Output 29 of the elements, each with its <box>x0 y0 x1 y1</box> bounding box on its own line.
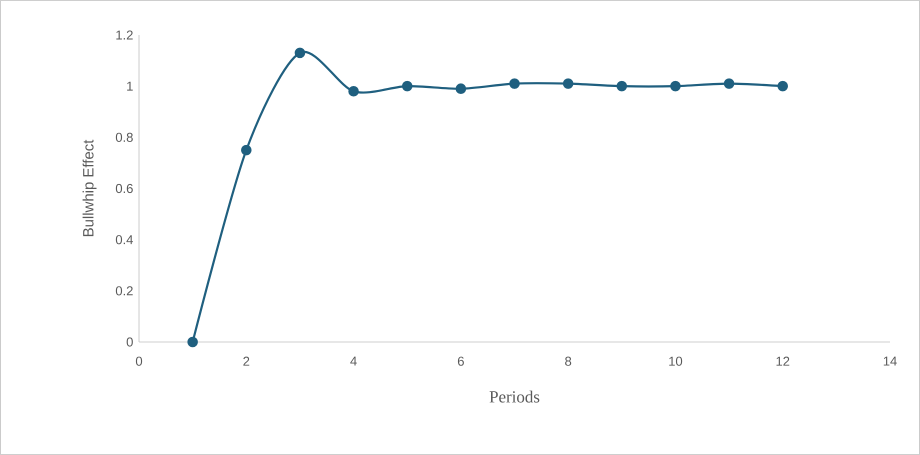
point <box>294 48 306 58</box>
y-tick-label: 0.6 <box>116 184 133 194</box>
y-tick-label: 0 <box>126 337 133 347</box>
point <box>670 80 681 92</box>
y-tick-label: 0.2 <box>116 286 133 296</box>
point <box>562 78 574 89</box>
point <box>777 80 788 92</box>
x-axis-title: Periods <box>490 390 540 403</box>
x-tick-label: 14 <box>884 356 897 366</box>
point <box>724 78 734 89</box>
y-axis-title: Bullwhip Effect <box>82 140 97 236</box>
point <box>509 78 520 89</box>
y-tick-label: 0.4 <box>116 235 133 244</box>
point <box>402 80 413 92</box>
point <box>348 86 359 97</box>
x-tick-label: 8 <box>565 356 572 366</box>
point <box>187 336 198 348</box>
point <box>241 144 252 156</box>
x-tick-label: 10 <box>669 356 682 366</box>
x-tick-label: 12 <box>776 356 790 366</box>
y-tick-label: 1 <box>127 82 133 91</box>
x-tick-label: 2 <box>243 356 250 366</box>
x-tick-label: 4 <box>350 356 357 366</box>
point <box>616 80 628 92</box>
x-tick-label: 6 <box>458 356 464 366</box>
x-tick-label: 0 <box>136 356 142 366</box>
y-tick-label: 1.2 <box>116 30 133 40</box>
y-tick-label: 0.8 <box>116 132 133 142</box>
point <box>456 83 466 94</box>
